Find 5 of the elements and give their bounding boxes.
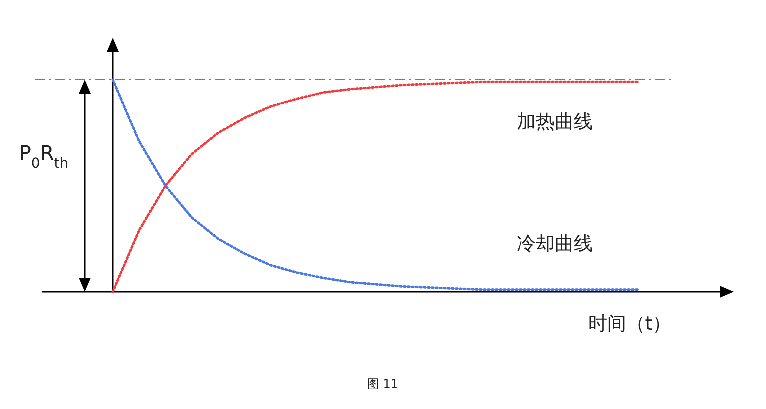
text: P$_{0}$R$_{th}$ — [19, 141, 69, 172]
x-axis-title: 时间（t） — [588, 313, 672, 335]
series-label: 加热曲线 — [517, 111, 593, 133]
series-label: 冷却曲线 — [517, 233, 593, 255]
caption: 图 11 — [367, 377, 399, 391]
